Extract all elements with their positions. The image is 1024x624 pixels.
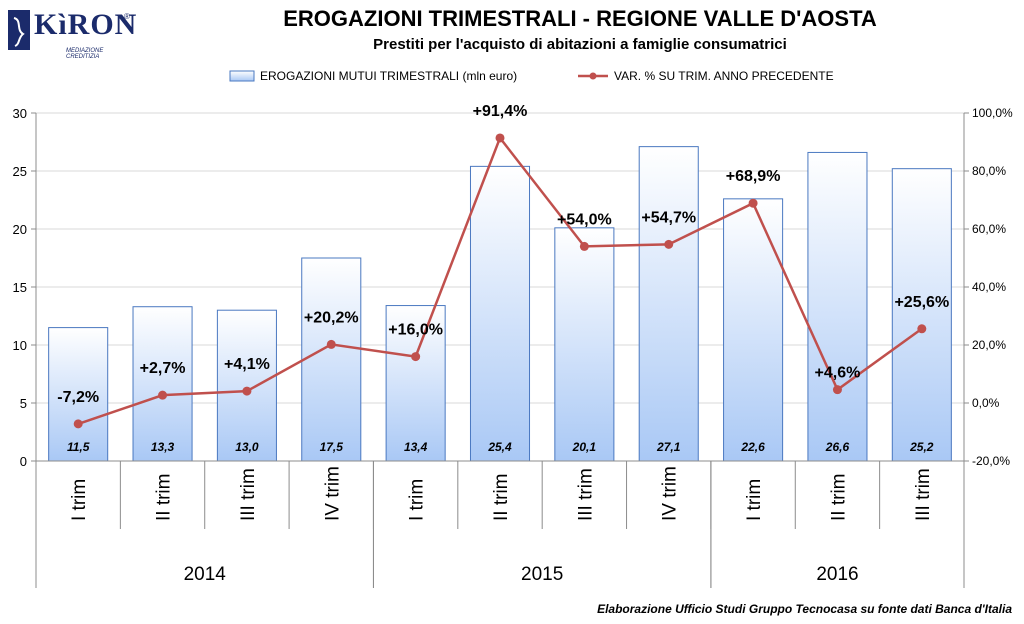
y-left-tick-label: 0: [20, 454, 27, 469]
bar: [301, 257, 362, 462]
kiron-logo: KìRON ® MEDIAZIONE CREDITIZIA: [4, 6, 138, 60]
y-right-tick-label: 0,0%: [972, 396, 1000, 410]
logo-figure-icon: [8, 10, 30, 50]
bar: [385, 305, 446, 462]
bar: [48, 327, 109, 462]
legend-line-label: VAR. % SU TRIM. ANNO PRECEDENTE: [614, 69, 834, 83]
y-right-tick-label: 80,0%: [972, 164, 1006, 178]
line-point: [326, 339, 336, 349]
logo-name: KìRON: [34, 8, 138, 41]
bar: [554, 227, 615, 462]
line-value-label: +54,0%: [557, 211, 612, 228]
year-label: 2016: [816, 564, 858, 585]
line-point: [495, 133, 505, 143]
axes: 0 5 10 15 20 25 30 -20,0% 0,0% 20,0% 40,0% 60,0% 80,…: [13, 106, 1013, 588]
y-right-tick-label: 60,0%: [972, 222, 1006, 236]
line-value-label: +68,9%: [726, 168, 781, 185]
category-label: I trim: [407, 479, 428, 521]
line-value-label: +4,1%: [224, 356, 270, 373]
category-label: III trim: [913, 468, 934, 521]
bar: [132, 306, 193, 462]
line-value-label: +25,6%: [894, 294, 949, 311]
y-left-tick-label: 10: [13, 338, 27, 353]
line-point: [73, 419, 83, 429]
bar-value-label: 25,4: [487, 440, 512, 454]
y-left-tick-label: 15: [13, 280, 27, 295]
line-point: [158, 390, 168, 400]
bar-value-label: 27,1: [656, 440, 681, 454]
y-left-tick-label: 5: [20, 396, 27, 411]
line-point: [242, 386, 252, 396]
bar: [638, 146, 699, 462]
bar-value-label: 17,5: [320, 440, 344, 454]
bar-value-label: 22,6: [740, 440, 765, 454]
y-right-tick-label: -20,0%: [972, 454, 1010, 468]
line-value-label: -7,2%: [57, 389, 99, 406]
legend-bar-swatch: [229, 70, 255, 82]
line-point: [748, 198, 758, 208]
y-left-tick-label: 25: [13, 164, 27, 179]
bar: [891, 168, 952, 462]
bar: [469, 165, 531, 462]
line-point: [664, 239, 674, 249]
line-value-label: +91,4%: [473, 103, 528, 120]
line-value-label: +20,2%: [304, 309, 359, 326]
legend-bar-label: EROGAZIONI MUTUI TRIMESTRALI (mln euro): [260, 69, 517, 83]
year-label: 2015: [521, 564, 563, 585]
legend-line-marker: [589, 72, 597, 80]
logo-subtitle: MEDIAZIONE CREDITIZIA: [66, 48, 104, 60]
category-label: II trim: [491, 474, 512, 522]
year-label: 2014: [184, 564, 227, 585]
bar: [723, 198, 784, 462]
line-value-label: +16,0%: [388, 322, 443, 339]
category-label: I trim: [744, 479, 765, 521]
line-point: [832, 385, 842, 395]
category-label: IV trim: [322, 466, 343, 521]
line-value-label: +54,7%: [641, 209, 696, 226]
y-left-tick-label: 30: [13, 106, 27, 121]
bar-value-label: 13,3: [151, 440, 175, 454]
y-right-tick-label: 40,0%: [972, 280, 1006, 294]
bar-value-label: 13,4: [404, 440, 428, 454]
category-label: II trim: [828, 474, 849, 522]
category-label: II trim: [154, 474, 175, 522]
source-note: Elaborazione Ufficio Studi Gruppo Tecnoc…: [597, 602, 1012, 616]
line-series: -7,2% +2,7% +4,1% +20,2% +16,0% +91,4% +54,0% +…: [57, 103, 949, 429]
line-point: [917, 324, 927, 334]
bar-value-label: 13,0: [235, 440, 259, 454]
logo-registered: ®: [124, 12, 130, 21]
category-label: IV trim: [660, 466, 681, 521]
chart-subtitle: Prestiti per l'acquisto di abitazioni a …: [373, 36, 787, 53]
y-left-tick-label: 20: [13, 222, 27, 237]
line-point: [579, 241, 589, 251]
bar-value-label: 20,1: [572, 440, 597, 454]
category-label: III trim: [575, 468, 596, 521]
chart-title: EROGAZIONI TRIMESTRALI - REGIONE VALLE D…: [283, 6, 877, 31]
bar-value-label: 11,5: [67, 440, 90, 454]
category-label: I trim: [69, 479, 90, 521]
line-point: [411, 352, 421, 362]
bar: [807, 151, 868, 462]
y-right-tick-label: 100,0%: [972, 106, 1013, 120]
bar-series: 11,5 13,3 13,0 17,5 13,4 25,4 20,1 27,1 22,6 26,6…: [48, 146, 952, 462]
bar: [216, 309, 277, 462]
bar-value-label: 26,6: [825, 440, 850, 454]
category-label: III trim: [238, 468, 259, 521]
bar-value-label: 25,2: [909, 440, 934, 454]
line-value-label: +4,6%: [815, 365, 861, 382]
line-value-label: +2,7%: [140, 360, 186, 377]
legend: EROGAZIONI MUTUI TRIMESTRALI (mln euro) V…: [229, 69, 834, 83]
y-right-tick-label: 20,0%: [972, 338, 1006, 352]
